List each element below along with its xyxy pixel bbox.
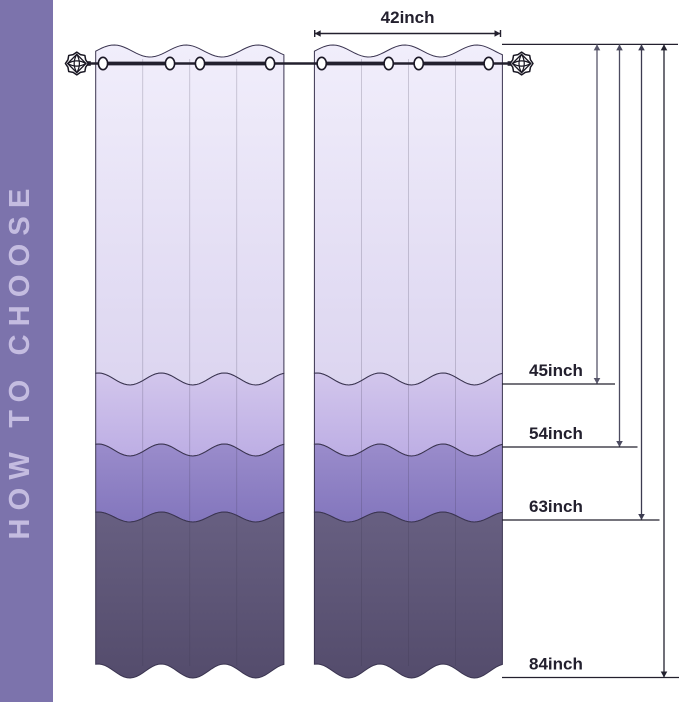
svg-text:54inch: 54inch <box>529 424 583 443</box>
svg-text:84inch: 84inch <box>529 655 583 674</box>
svg-text:HOW TO CHOOSE: HOW TO CHOOSE <box>4 180 36 539</box>
svg-text:45inch: 45inch <box>529 361 583 380</box>
svg-text:63inch: 63inch <box>529 497 583 516</box>
svg-text:42inch: 42inch <box>381 8 435 27</box>
